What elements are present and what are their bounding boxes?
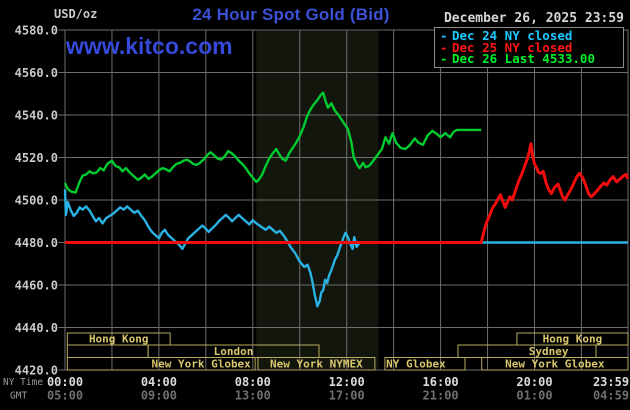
legend-label: Dec 24 NY closed <box>452 28 573 43</box>
chart-date: December 26, 2025 23:59 <box>443 11 624 26</box>
x-axis-label-ny: 23:59 <box>593 375 629 389</box>
session-box-new-york-nymex <box>257 357 376 371</box>
session-box-ny-globex <box>384 357 466 371</box>
y-axis-label: 4480.0 <box>15 236 58 250</box>
session-box-new-york-globex <box>481 357 629 371</box>
session-label: London <box>214 345 254 358</box>
x-axis-label-gmt: 01:00 <box>516 389 552 403</box>
legend-label: Dec 25 NY closed <box>452 39 573 55</box>
legend: - Dec 24 NY closed - Dec 25 NY closed - Dec… <box>434 27 624 68</box>
y-axis-label: 4500.0 <box>15 194 58 208</box>
y-axis-label: 4540.0 <box>15 109 58 123</box>
session-label: NY Globex <box>386 358 446 371</box>
series-dec-26 <box>63 91 482 194</box>
session-label: Hong Kong <box>543 333 603 346</box>
kitco-watermark: www.kitco.com <box>66 33 233 59</box>
page-title: 24 Hour Spot Gold (Bid) <box>192 5 390 24</box>
session-box-new-york-globex <box>66 357 256 371</box>
legend-dash-icon: - <box>440 28 448 43</box>
x-axis-label-ny: 12:00 <box>329 375 365 389</box>
x-axis-label-gmt: 13:00 <box>235 389 271 403</box>
session-box-blank <box>66 344 149 358</box>
session-label: New York Globex <box>151 358 251 371</box>
x-axis-label-gmt: 17:00 <box>329 389 365 403</box>
legend-item-dec24: - Dec 24 NY closed <box>440 28 623 43</box>
unit-label: USD/oz <box>54 7 98 21</box>
y-axis-label: 4560.0 <box>15 66 58 80</box>
session-label: Sydney <box>529 345 569 358</box>
session-label: Hong Kong <box>89 333 149 346</box>
legend-dash-icon: - <box>440 39 448 55</box>
ny-time-caption: NY Time <box>3 377 43 388</box>
y-axis-label: 4460.0 <box>15 279 58 293</box>
x-axis-label-gmt: 04:59 <box>593 389 629 403</box>
x-axis-label-ny: 00:00 <box>47 375 83 389</box>
legend-label: Dec 26 Last 4533.00 <box>452 51 595 66</box>
legend-item-dec26: - Dec 26 Last 4533.00 <box>440 51 623 66</box>
y-axis-label: 4520.0 <box>15 151 58 165</box>
gmt-caption: GMT <box>10 391 27 402</box>
y-axis-label: 4580.0 <box>15 24 58 38</box>
series-dec-25 <box>65 142 630 244</box>
x-axis-label-ny: 16:00 <box>423 375 459 389</box>
x-axis-label-ny: 08:00 <box>235 375 271 389</box>
legend-item-dec25: - Dec 25 NY closed <box>440 39 623 55</box>
session-label: New York Globex <box>505 358 605 371</box>
y-axis-label: 4420.0 <box>15 364 58 378</box>
x-axis-label-gmt: 21:00 <box>423 389 459 403</box>
x-axis-label-ny: 20:00 <box>516 375 552 389</box>
session-label: New York NYMEX <box>270 358 363 371</box>
series-dec-24 <box>63 189 628 308</box>
x-axis-label-gmt: 09:00 <box>141 389 177 403</box>
x-axis-label-gmt: 05:00 <box>47 389 83 403</box>
y-axis-label: 4440.0 <box>15 321 58 335</box>
session-box-sydney <box>457 344 597 358</box>
x-axis-label-ny: 04:00 <box>141 375 177 389</box>
legend-dash-icon: - <box>440 51 448 66</box>
